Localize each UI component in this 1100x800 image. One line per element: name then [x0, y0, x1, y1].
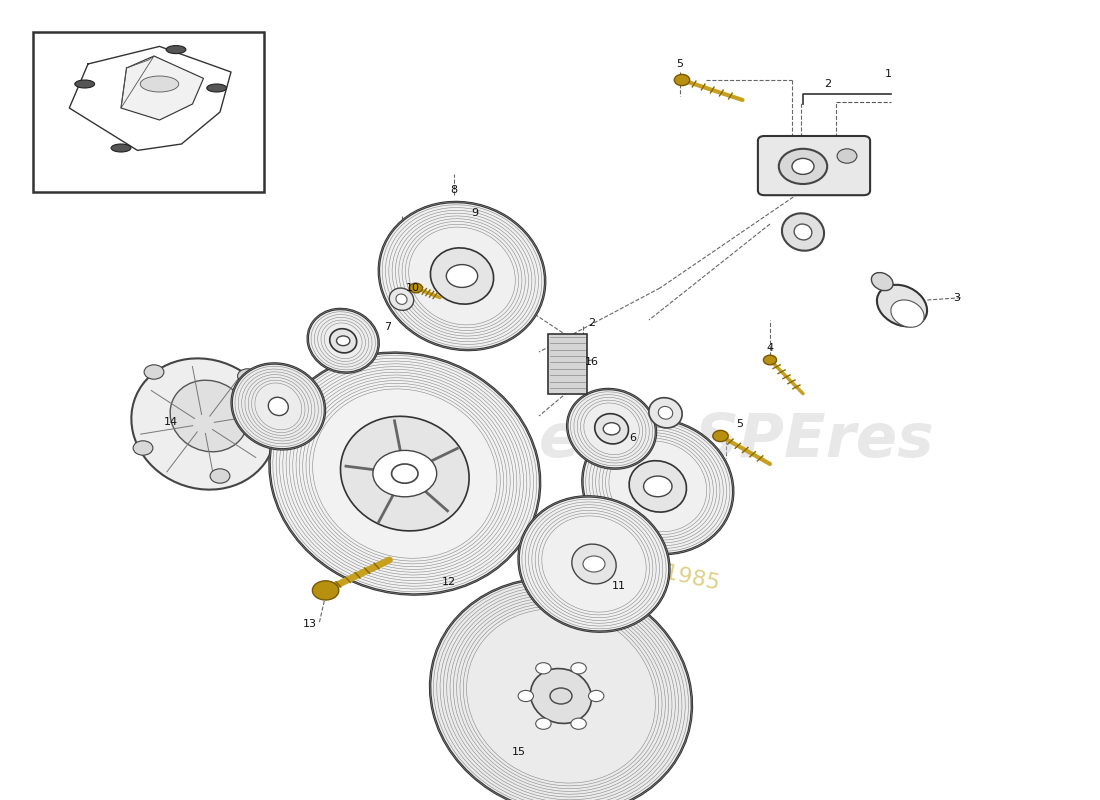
Text: 2: 2: [824, 79, 830, 89]
Text: 3: 3: [954, 293, 960, 302]
Ellipse shape: [782, 214, 824, 250]
Text: 11: 11: [613, 581, 626, 590]
Ellipse shape: [649, 398, 682, 428]
Circle shape: [603, 422, 620, 435]
Circle shape: [571, 662, 586, 674]
Circle shape: [133, 441, 153, 455]
Ellipse shape: [568, 389, 656, 469]
Ellipse shape: [166, 46, 186, 54]
Bar: [33, 32, 264, 192]
FancyBboxPatch shape: [758, 136, 870, 195]
Circle shape: [392, 464, 418, 483]
Ellipse shape: [629, 461, 686, 512]
Circle shape: [588, 690, 604, 702]
Ellipse shape: [232, 363, 324, 450]
Ellipse shape: [794, 224, 812, 240]
Ellipse shape: [891, 300, 924, 327]
Text: 6: 6: [629, 434, 636, 443]
Circle shape: [644, 476, 672, 497]
Circle shape: [571, 718, 586, 730]
Circle shape: [536, 718, 551, 730]
Circle shape: [144, 365, 164, 379]
Ellipse shape: [488, 631, 634, 761]
Circle shape: [447, 265, 477, 287]
Ellipse shape: [75, 80, 95, 88]
Text: 15: 15: [513, 747, 526, 757]
Ellipse shape: [877, 285, 927, 326]
Text: 12: 12: [442, 577, 455, 586]
Circle shape: [210, 469, 230, 483]
Text: 7: 7: [384, 322, 390, 332]
Text: 14: 14: [164, 418, 177, 427]
Text: a passion since 1985: a passion since 1985: [488, 526, 722, 594]
Ellipse shape: [595, 414, 628, 444]
Circle shape: [763, 355, 777, 365]
Text: euroSPEres: euroSPEres: [539, 410, 935, 470]
Ellipse shape: [330, 329, 356, 353]
Ellipse shape: [582, 418, 734, 554]
Text: 10: 10: [406, 283, 419, 293]
Ellipse shape: [518, 496, 670, 632]
Ellipse shape: [308, 309, 378, 373]
Polygon shape: [548, 334, 587, 394]
Text: 8: 8: [451, 186, 458, 195]
Ellipse shape: [131, 358, 276, 490]
Ellipse shape: [530, 669, 592, 723]
Text: 16: 16: [585, 357, 598, 366]
Ellipse shape: [207, 84, 227, 92]
Circle shape: [713, 430, 728, 442]
Ellipse shape: [170, 380, 248, 452]
Ellipse shape: [572, 544, 616, 584]
Circle shape: [409, 283, 422, 293]
Ellipse shape: [268, 398, 288, 415]
Polygon shape: [121, 56, 204, 120]
Circle shape: [792, 158, 814, 174]
Ellipse shape: [378, 202, 546, 350]
Ellipse shape: [430, 248, 494, 304]
Text: 4: 4: [767, 343, 773, 353]
Ellipse shape: [430, 578, 692, 800]
Text: 2: 2: [588, 318, 595, 328]
Ellipse shape: [270, 353, 540, 594]
Text: 5: 5: [676, 59, 683, 69]
Circle shape: [550, 688, 572, 704]
Circle shape: [837, 149, 857, 163]
Text: 5: 5: [736, 419, 743, 429]
Circle shape: [337, 336, 350, 346]
Circle shape: [536, 662, 551, 674]
Circle shape: [373, 450, 437, 497]
Ellipse shape: [396, 294, 407, 304]
Circle shape: [312, 581, 339, 600]
Circle shape: [583, 556, 605, 572]
Text: 9: 9: [472, 208, 478, 218]
Circle shape: [238, 369, 257, 383]
Circle shape: [674, 74, 690, 86]
Ellipse shape: [871, 273, 893, 290]
Ellipse shape: [658, 406, 673, 419]
Ellipse shape: [111, 144, 131, 152]
Text: 1: 1: [886, 69, 892, 78]
Text: 13: 13: [304, 619, 317, 629]
Circle shape: [779, 149, 827, 184]
Ellipse shape: [341, 416, 469, 531]
Ellipse shape: [141, 76, 179, 92]
Circle shape: [518, 690, 534, 702]
Ellipse shape: [389, 288, 414, 310]
